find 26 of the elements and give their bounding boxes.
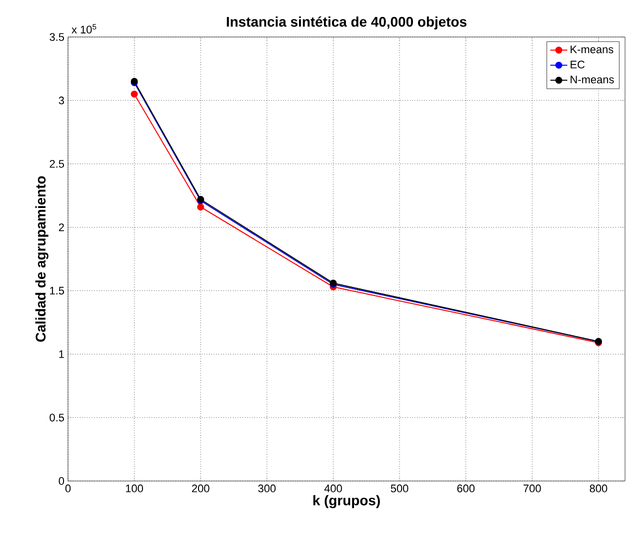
y-axis-title: Calidad de agrupamiento bbox=[35, 176, 48, 342]
x-tick-label: 500 bbox=[390, 484, 408, 492]
x-axis-title: k (grupos) bbox=[313, 495, 380, 508]
x-tick-label: 600 bbox=[457, 484, 475, 492]
y-tick-label: 2.5 bbox=[50, 160, 64, 168]
y-tick-label: 0 bbox=[58, 477, 64, 485]
text: x 10$^{5}$ bbox=[72, 24, 96, 34]
point bbox=[197, 204, 204, 210]
y-tick-label: 3.5 bbox=[50, 33, 64, 41]
legend-label: EC bbox=[570, 60, 585, 68]
y-tick-label: 2 bbox=[58, 223, 64, 232]
x-tick-label: 200 bbox=[192, 484, 210, 492]
x-tick-label: 700 bbox=[524, 484, 541, 492]
legend-label: K-means bbox=[570, 46, 614, 54]
point bbox=[130, 90, 138, 98]
y-tick-label: 3 bbox=[58, 96, 64, 104]
x-tick-label: 300 bbox=[258, 484, 276, 492]
x-tick-label: 800 bbox=[590, 484, 608, 492]
x-tick-label: 0 bbox=[65, 484, 71, 492]
x-tick-label: 400 bbox=[324, 484, 342, 492]
y-tick-label: 1.5 bbox=[50, 286, 64, 295]
legend-label: N-means bbox=[570, 76, 614, 84]
y-tick-label: 0.5 bbox=[50, 414, 64, 422]
y-tick-label: 1 bbox=[59, 350, 64, 358]
x-tick-label: 100 bbox=[126, 484, 144, 492]
chart-title: Instancia sintética de 40,000 objetos bbox=[226, 16, 466, 30]
